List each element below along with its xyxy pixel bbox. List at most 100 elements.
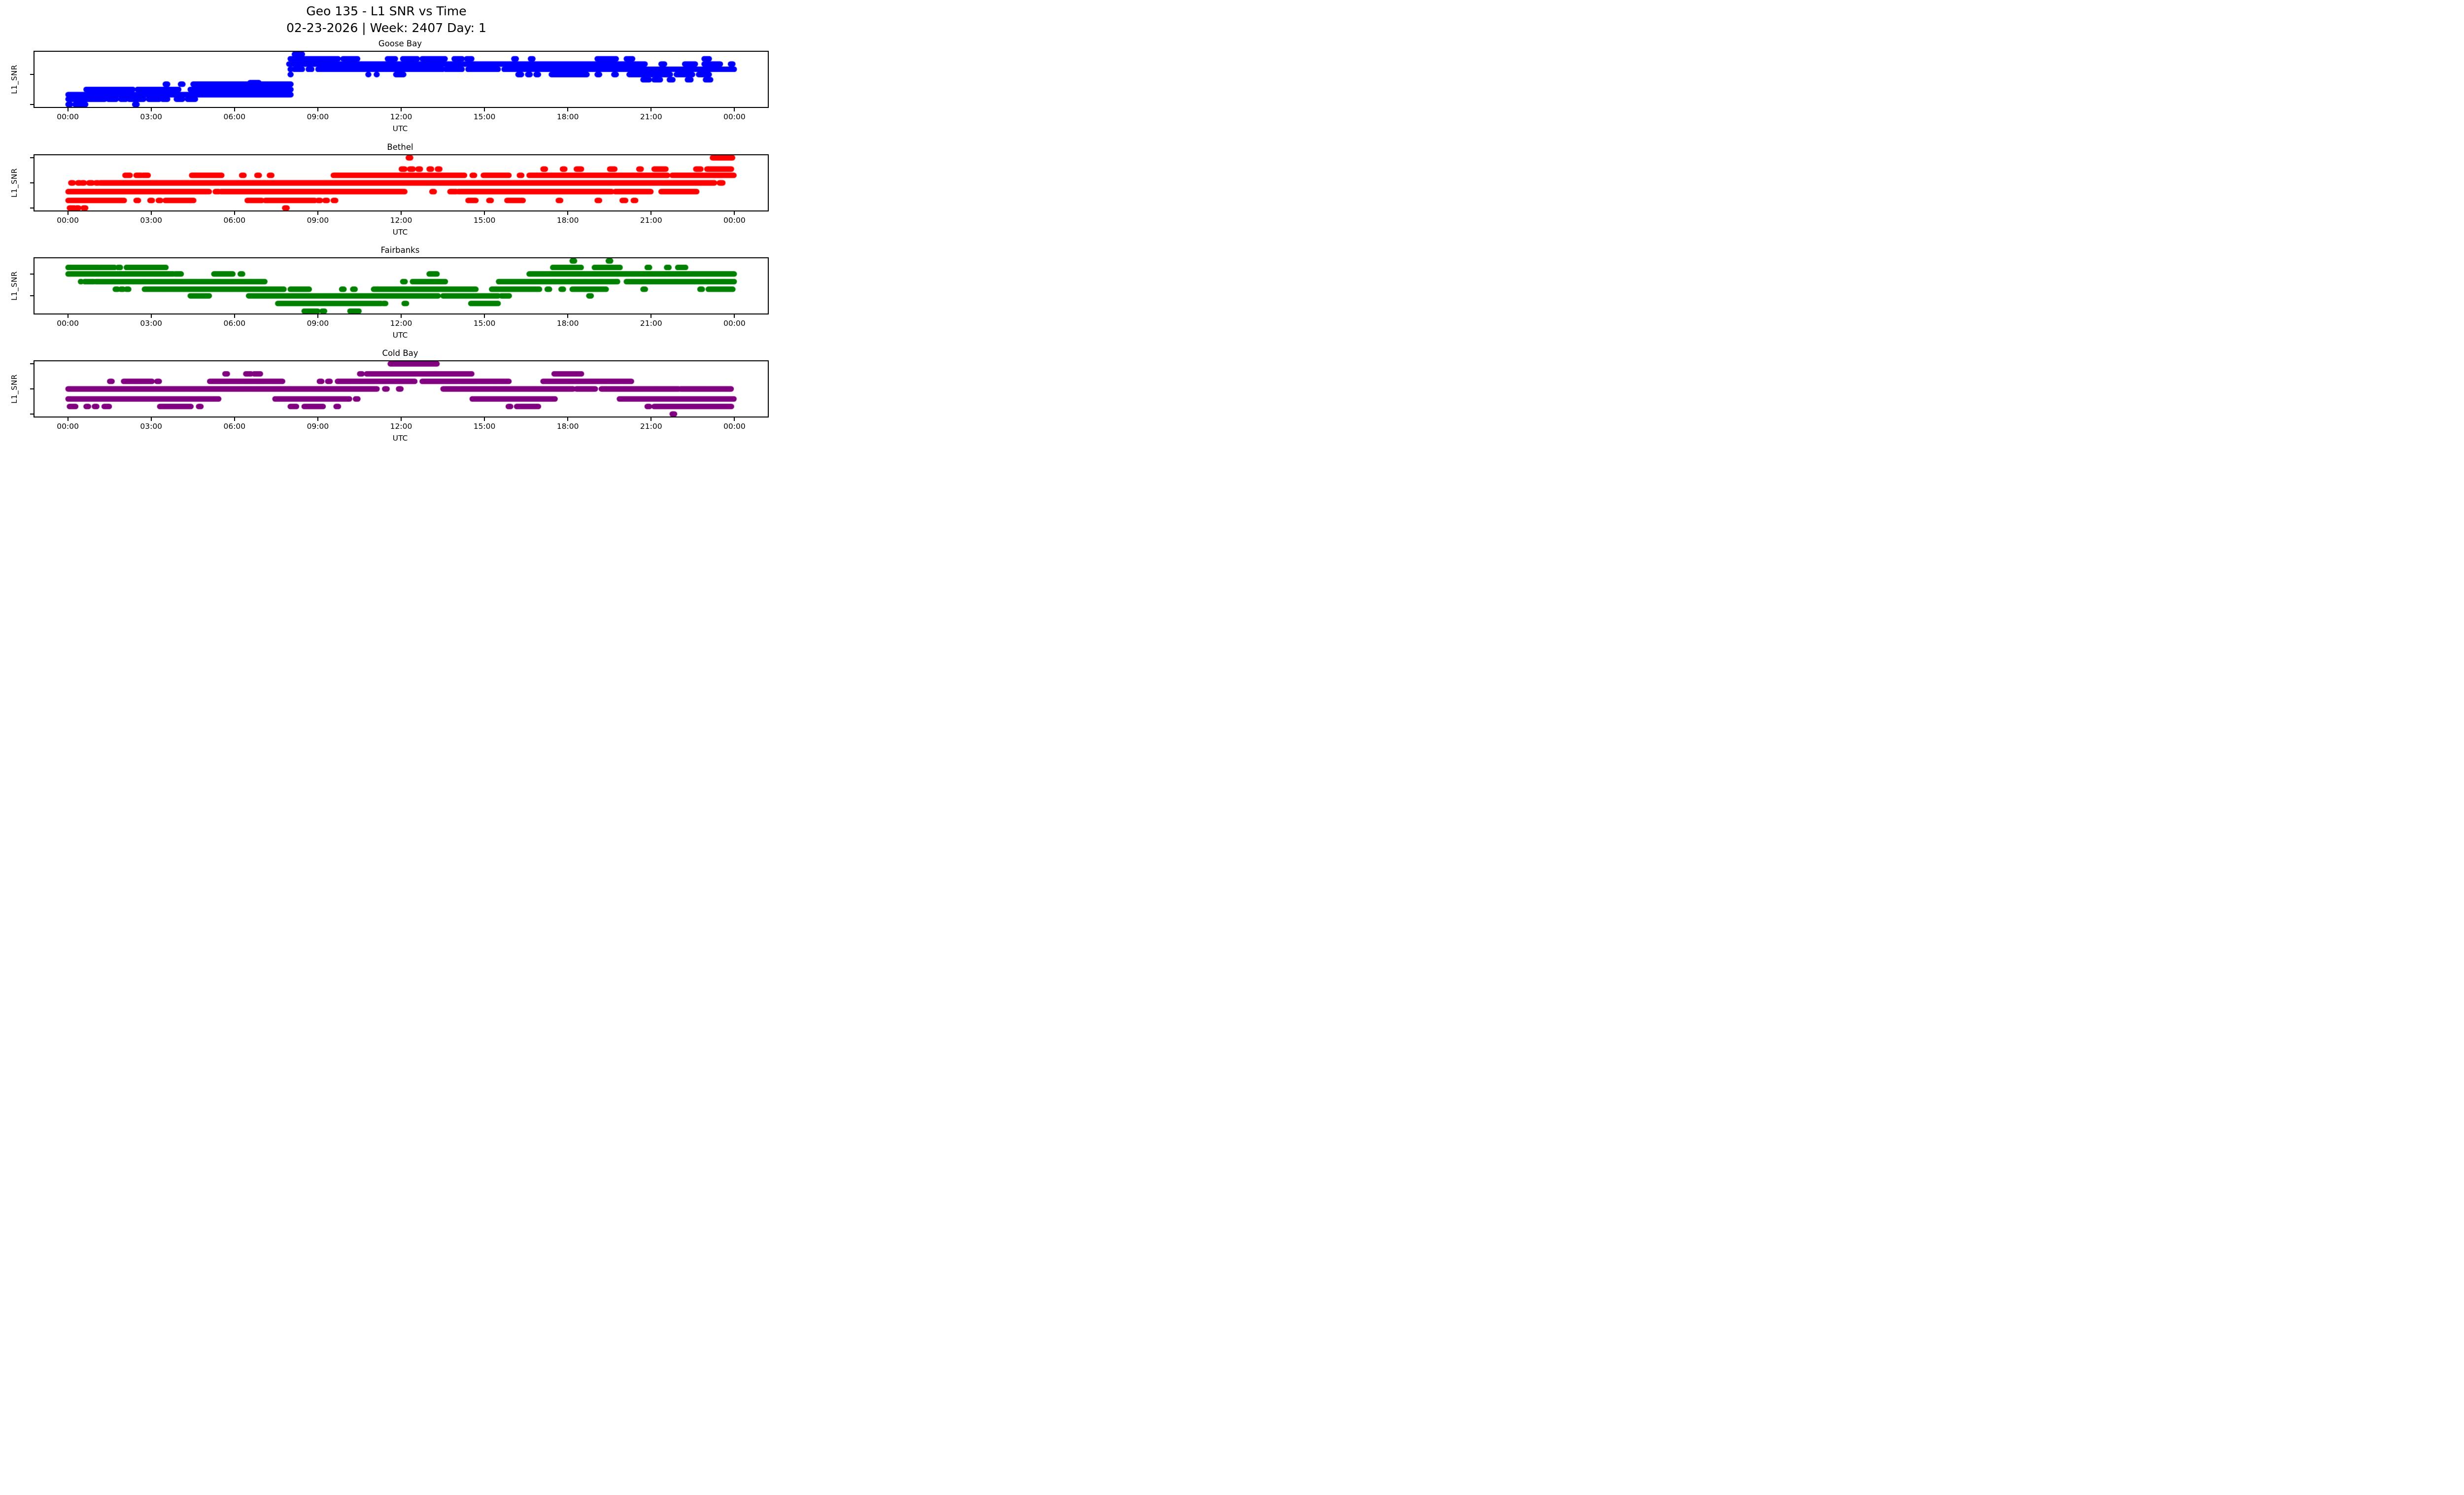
x-tick-mark xyxy=(567,417,569,421)
subplot-bethel: Bethel L1_SNR 414243 00:0003:0006:0009:0… xyxy=(0,142,773,241)
x-tick-label: 03:00 xyxy=(140,112,163,121)
x-tick-mark xyxy=(734,108,735,111)
x-tick-label: 18:00 xyxy=(556,112,579,121)
x-tick-label: 00:00 xyxy=(723,319,746,328)
y-tick-mark xyxy=(30,363,34,365)
y-tick-labels: 3840 xyxy=(0,39,34,138)
subplot-title: Goose Bay xyxy=(378,39,422,48)
x-tick-mark xyxy=(317,314,318,318)
y-tick-mark xyxy=(30,295,34,297)
x-tick-mark xyxy=(650,108,652,111)
subplot-title: Bethel xyxy=(387,142,413,152)
figure-title-line1: Geo 135 - L1 SNR vs Time xyxy=(306,4,467,18)
x-tick-mark xyxy=(401,417,402,421)
x-tick-mark xyxy=(317,211,318,215)
x-tick-mark xyxy=(150,108,152,111)
x-tick-mark xyxy=(234,314,235,318)
x-tick-label: 18:00 xyxy=(556,216,579,225)
x-axis-label: UTC xyxy=(392,331,408,340)
x-tick-mark xyxy=(484,417,485,421)
y-tick-mark xyxy=(30,388,34,389)
x-tick-label: 03:00 xyxy=(140,422,163,431)
subplot-cold-bay: Cold Bay L1_SNR 394041 00:0003:0006:0009… xyxy=(0,348,773,447)
y-tick-mark xyxy=(30,207,34,209)
x-tick-label: 21:00 xyxy=(640,319,662,328)
x-tick-mark xyxy=(401,211,402,215)
x-tick-mark xyxy=(234,417,235,421)
x-axis-label: UTC xyxy=(392,434,408,443)
x-tick-mark xyxy=(150,417,152,421)
x-tick-label: 21:00 xyxy=(640,422,662,431)
x-tick-mark xyxy=(567,211,569,215)
y-tick-mark xyxy=(30,413,34,415)
x-tick-label: 09:00 xyxy=(307,216,329,225)
y-tick-labels: 394041 xyxy=(0,348,34,447)
x-tick-label: 00:00 xyxy=(723,422,746,431)
x-tick-label: 09:00 xyxy=(307,112,329,121)
x-tick-label: 00:00 xyxy=(57,422,79,431)
x-tick-mark xyxy=(650,417,652,421)
x-tick-label: 21:00 xyxy=(640,216,662,225)
x-tick-label: 09:00 xyxy=(307,319,329,328)
plot-area xyxy=(34,360,769,417)
y-tick-mark xyxy=(30,273,34,275)
plot-area xyxy=(34,154,769,211)
x-tick-label: 12:00 xyxy=(390,216,412,225)
subplot-goose-bay: Goose Bay L1_SNR 3840 00:0003:0006:0009:… xyxy=(0,39,773,138)
y-tick-mark xyxy=(30,74,34,75)
x-tick-mark xyxy=(650,314,652,318)
x-tick-label: 18:00 xyxy=(556,422,579,431)
subplot-title: Cold Bay xyxy=(382,348,418,358)
x-tick-label: 06:00 xyxy=(223,112,246,121)
x-tick-label: 06:00 xyxy=(223,319,246,328)
x-tick-mark xyxy=(150,211,152,215)
x-tick-mark xyxy=(734,314,735,318)
y-tick-labels: 414243 xyxy=(0,142,34,241)
y-tick-mark xyxy=(30,182,34,183)
x-tick-label: 15:00 xyxy=(473,112,496,121)
x-tick-mark xyxy=(484,314,485,318)
x-tick-mark xyxy=(734,211,735,215)
x-tick-label: 15:00 xyxy=(473,422,496,431)
x-tick-label: 03:00 xyxy=(140,319,163,328)
x-tick-label: 03:00 xyxy=(140,216,163,225)
x-tick-mark xyxy=(734,417,735,421)
plot-area xyxy=(34,257,769,314)
x-tick-label: 06:00 xyxy=(223,422,246,431)
x-tick-label: 00:00 xyxy=(57,112,79,121)
x-tick-label: 15:00 xyxy=(473,319,496,328)
x-tick-mark xyxy=(234,211,235,215)
x-tick-label: 09:00 xyxy=(307,422,329,431)
subplot-title: Fairbanks xyxy=(380,245,420,255)
figure-title: Geo 135 - L1 SNR vs Time 02-23-2026 | We… xyxy=(0,3,773,36)
x-tick-label: 00:00 xyxy=(723,216,746,225)
plot-area xyxy=(34,51,769,108)
x-tick-label: 12:00 xyxy=(390,422,412,431)
subplot-fairbanks: Fairbanks L1_SNR 4041 00:0003:0006:0009:… xyxy=(0,245,773,344)
x-tick-label: 12:00 xyxy=(390,112,412,121)
x-tick-mark xyxy=(650,211,652,215)
x-axis-label: UTC xyxy=(392,228,408,237)
x-tick-mark xyxy=(401,314,402,318)
y-tick-mark xyxy=(30,104,34,105)
figure: Geo 135 - L1 SNR vs Time 02-23-2026 | We… xyxy=(0,0,773,449)
x-tick-label: 12:00 xyxy=(390,319,412,328)
x-tick-mark xyxy=(401,108,402,111)
x-tick-label: 21:00 xyxy=(640,112,662,121)
x-tick-mark xyxy=(317,108,318,111)
x-tick-label: 15:00 xyxy=(473,216,496,225)
x-tick-mark xyxy=(150,314,152,318)
x-tick-label: 06:00 xyxy=(223,216,246,225)
x-tick-mark xyxy=(484,211,485,215)
scatter-canvas-goose-bay xyxy=(34,52,768,107)
figure-subtitle: 02-23-2026 | Week: 2407 Day: 1 xyxy=(286,21,486,35)
x-tick-mark xyxy=(567,108,569,111)
scatter-canvas-bethel xyxy=(34,155,768,210)
x-tick-mark xyxy=(567,314,569,318)
x-tick-label: 00:00 xyxy=(57,319,79,328)
x-tick-mark xyxy=(317,417,318,421)
x-axis-label: UTC xyxy=(392,124,408,133)
scatter-canvas-cold-bay xyxy=(34,361,768,417)
x-tick-label: 00:00 xyxy=(723,112,746,121)
x-tick-label: 18:00 xyxy=(556,319,579,328)
